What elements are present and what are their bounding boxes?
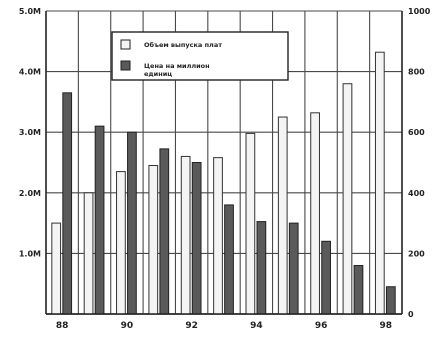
bar-price (256, 221, 267, 315)
bar-price (94, 125, 105, 315)
bar-price (159, 148, 170, 315)
y-left-tick-label: 3.0M (19, 128, 41, 137)
y-left-tick-label: 1.0M (19, 249, 41, 258)
bar-price (353, 265, 364, 315)
bar-price (288, 222, 299, 315)
bar-volume (51, 222, 62, 315)
y-left-tick-label: 4.0M (19, 68, 41, 77)
bar-volume (180, 155, 191, 315)
bar-volume (213, 157, 223, 315)
bar-volume (374, 51, 385, 315)
y-right-tick-label: 400 (408, 189, 425, 198)
legend-box (111, 31, 289, 81)
bar-volume (245, 132, 256, 315)
axes (45, 11, 403, 315)
y-right-tick-label: 600 (408, 128, 425, 137)
x-tick-label: 96 (315, 321, 328, 331)
bar-volume (116, 171, 126, 315)
legend-swatch (120, 60, 131, 71)
y-right-tick-label: 1000 (408, 7, 431, 16)
y-left-tick-label: 5.0M (19, 7, 41, 16)
bar-volume (342, 83, 353, 315)
bar-volume (83, 192, 94, 315)
legend-swatch (120, 39, 131, 50)
tick-labels: 1.0M 2.0M 3.0M 4.0M 5.0M 0 200 400 600 800 1000 88 9… (19, 7, 431, 331)
bar-price (385, 286, 396, 315)
x-tick-label: 92 (185, 321, 198, 331)
bar-price (321, 240, 331, 315)
x-tick-label: 94 (250, 321, 263, 331)
x-tick-label: 88 (56, 321, 69, 331)
x-tick-label: 90 (121, 321, 134, 331)
y-left-tick-label: 2.0M (19, 189, 41, 198)
bar-price (127, 131, 137, 315)
bar-volume (277, 116, 288, 315)
y-right-tick-label: 0 (408, 310, 414, 319)
bar-price (224, 204, 234, 315)
x-tick-label: 98 (380, 321, 393, 331)
legend-label: Цена на миллион (144, 62, 210, 70)
legend-label: Объем выпуска плат (144, 41, 222, 49)
bar-price (191, 162, 202, 315)
bar-volume (310, 112, 320, 315)
y-right-tick-label: 800 (408, 68, 425, 77)
legend-label: единиц (144, 70, 172, 78)
bars (51, 51, 396, 315)
bar-volume (148, 165, 159, 315)
y-right-tick-label: 200 (408, 249, 425, 258)
bar-price (62, 92, 73, 315)
